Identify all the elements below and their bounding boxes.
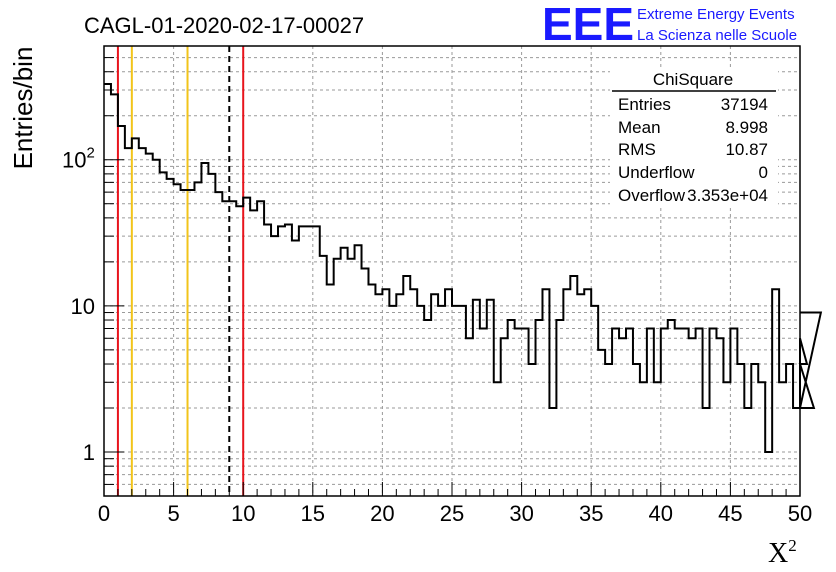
y-tick-label: 10	[71, 294, 95, 319]
x-tick-label: 25	[440, 501, 464, 526]
eee-logo: EEE Extreme Energy Events La Scienza nel…	[542, 0, 797, 50]
stat-label-entries: Entries	[618, 95, 671, 114]
stat-label-underflow: Underflow	[618, 163, 695, 182]
x-tick-label: 5	[167, 501, 179, 526]
axis-ticks	[103, 57, 801, 496]
x-tick-label: 30	[509, 501, 533, 526]
stat-label-rms: RMS	[618, 140, 656, 159]
x-axis-label-base: X	[768, 538, 788, 569]
x-tick-label: 40	[649, 501, 673, 526]
x-tick-label: 50	[788, 501, 812, 526]
logo-mark: EEE	[542, 0, 634, 50]
y-axis-label: Entries/bin	[8, 47, 38, 170]
x-tick-labels: 0 5 10 15 20 25 30 35 40 45 50	[98, 501, 812, 526]
x-tick-label: 15	[301, 501, 325, 526]
logo-line-1: Extreme Energy Events	[637, 6, 795, 23]
chart-title: CAGL-01-2020-02-17-00027	[84, 13, 364, 38]
stat-value-underflow: 0	[759, 163, 768, 182]
y-tick-label-exponent: 2	[86, 145, 94, 162]
x-tick-label: 20	[370, 501, 394, 526]
x-axis-label: X2	[768, 536, 797, 569]
stat-value-mean: 8.998	[725, 118, 768, 137]
stat-value-entries: 37194	[721, 95, 768, 114]
y-tick-label: 102	[62, 145, 95, 173]
stat-label-overflow: Overflow	[618, 186, 686, 205]
x-axis-label-exponent: 2	[788, 536, 797, 555]
y-tick-label: 1	[83, 440, 95, 465]
x-tick-label: 45	[718, 501, 742, 526]
stats-title: ChiSquare	[653, 70, 733, 89]
histogram-line	[104, 82, 823, 454]
stat-value-rms: 10.87	[725, 140, 768, 159]
y-tick-label-base: 10	[62, 148, 86, 173]
stat-label-mean: Mean	[618, 118, 661, 137]
x-tick-label: 10	[231, 501, 255, 526]
stats-box: ChiSquare Entries 37194 Mean 8.998 RMS 1…	[610, 68, 778, 208]
plot-frame	[103, 45, 801, 497]
stat-value-overflow: 3.353e+04	[687, 186, 768, 205]
logo-line-2: La Scienza nelle Scuole	[637, 27, 797, 44]
x-tick-label: 35	[579, 501, 603, 526]
x-tick-label: 0	[98, 501, 110, 526]
